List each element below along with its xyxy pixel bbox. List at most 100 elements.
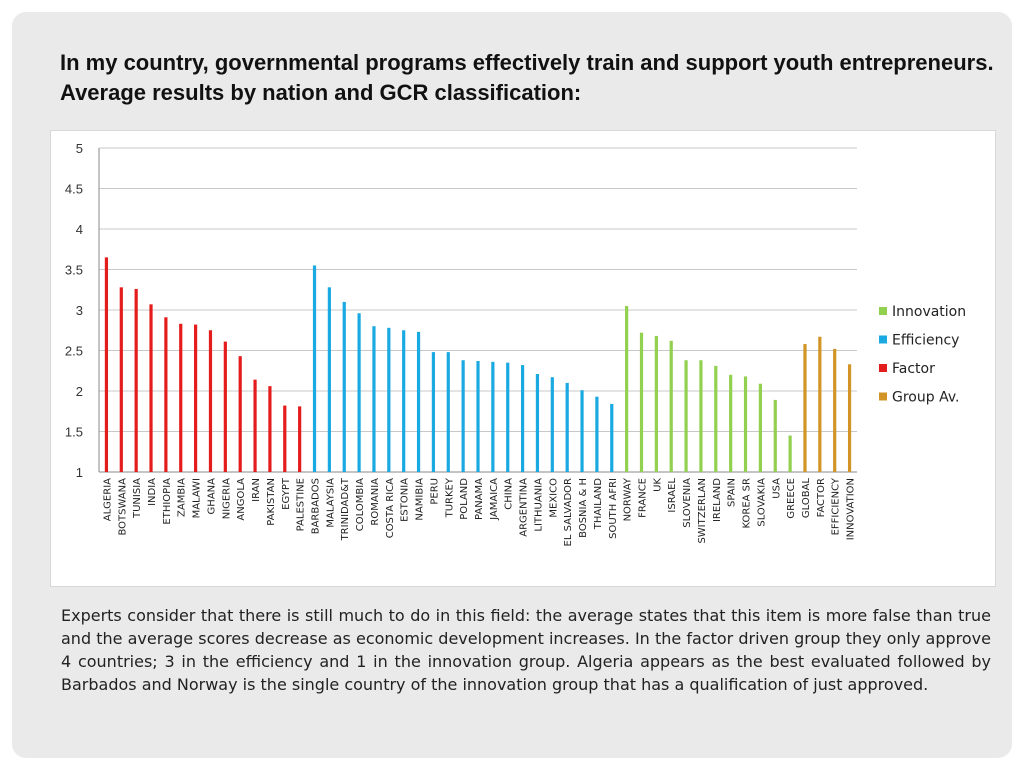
x-tick-label: ETHIOPIA [162, 478, 173, 525]
x-tick-label: UK [652, 478, 663, 492]
bar [327, 287, 331, 472]
bar [402, 330, 406, 472]
bar [610, 403, 614, 472]
bar [714, 365, 718, 472]
bar [788, 435, 792, 472]
y-tick-label: 4 [76, 222, 83, 237]
legend-label: Group Av. [892, 390, 959, 406]
slide-body-text: Experts consider that there is still muc… [61, 606, 991, 694]
x-tick-label: ALGERIA [102, 478, 113, 521]
bar [119, 287, 123, 472]
x-tick-label: THAILAND [593, 478, 604, 531]
y-tick-label: 3 [76, 303, 83, 318]
bar [550, 377, 554, 472]
x-tick-label: EGYPT [281, 477, 292, 510]
legend-label: Innovation [892, 304, 966, 320]
x-tick-label: INDIA [147, 478, 158, 506]
legend-swatch [879, 392, 887, 401]
x-tick-label: PANAMA [474, 478, 485, 520]
bar [283, 405, 287, 472]
bar [758, 383, 762, 472]
x-tick-label: MALAYSIA [325, 478, 336, 528]
bar [149, 304, 153, 472]
legend-swatch [879, 307, 887, 315]
x-tick-label: ANGOLA [236, 478, 247, 521]
legend-swatch [879, 364, 887, 372]
bar [298, 406, 302, 472]
x-tick-label: BOSNIA & H [578, 478, 589, 538]
bar [134, 288, 138, 472]
bar [312, 265, 317, 472]
x-tick-label: NIGERIA [221, 478, 232, 519]
bar [803, 344, 807, 472]
x-tick-label: TURKEY [444, 477, 455, 518]
y-tick-label: 3.5 [65, 263, 83, 278]
bar [164, 317, 168, 472]
bar [223, 341, 227, 472]
bar [253, 379, 257, 472]
bar [491, 361, 495, 472]
legend-swatch [879, 335, 887, 344]
bar [818, 336, 822, 472]
bar [342, 301, 346, 472]
x-tick-label: TUNISIA [132, 478, 143, 519]
x-tick-label: LITHUANIA [533, 478, 544, 532]
x-tick-label: ZAMBIA [177, 478, 188, 517]
slide-title: In my country, governmental programs eff… [60, 50, 994, 105]
bar [461, 360, 465, 472]
bar [357, 313, 361, 472]
x-tick-label: GLOBAL [801, 478, 812, 519]
x-tick-label: BOTSWANA [117, 478, 128, 536]
x-tick-label: SWITZERLAN [697, 478, 708, 544]
x-tick-label: INNOVATION [846, 478, 857, 540]
bar [208, 330, 213, 472]
x-tick-label: USA [771, 478, 782, 499]
x-tick-label: COSTA RICA [385, 478, 396, 538]
bar [639, 332, 644, 472]
x-tick-label: SPAIN [727, 478, 738, 507]
bar [535, 373, 540, 472]
x-tick-label: EL SALVADOR [563, 478, 574, 547]
bar [104, 257, 109, 472]
bar [595, 396, 599, 472]
y-tick-label: 1.5 [65, 425, 83, 440]
x-tick-label: POLAND [459, 478, 470, 520]
x-tick-label: FRANCE [637, 478, 648, 518]
bar [387, 327, 391, 472]
x-tick-label: BARBADOS [311, 478, 322, 534]
bar [194, 324, 198, 472]
chart-svg: 1 1.5 2 2.5 3 3.5 4 4.5 5 ALGERIA BOTSWANA TUNISIA I… [65, 141, 966, 547]
bar [416, 331, 421, 472]
x-tick-label: IRELAND [712, 478, 723, 522]
y-tick-label: 4.5 [65, 182, 83, 197]
y-tick-label: 2 [76, 384, 83, 399]
bar [520, 365, 525, 472]
x-tick-label: IRAN [251, 478, 262, 502]
bar [580, 390, 584, 472]
bar [179, 323, 183, 472]
x-tick-label: ROMANIA [370, 478, 381, 526]
bar [773, 399, 777, 472]
bar [506, 362, 510, 472]
y-tick-label: 1 [76, 465, 83, 480]
x-tick-label: GHANA [206, 478, 217, 515]
x-tick-label: FACTOR [816, 478, 827, 517]
x-tick-label: TRINIDAD&T [340, 477, 351, 541]
y-tick-label: 2.5 [65, 344, 83, 359]
x-tick-label: NAMIBIA [415, 478, 426, 521]
x-tick-label: EFFICIENCY [831, 477, 842, 535]
bar [446, 352, 450, 472]
x-tick-label: SLOVAKIA [756, 478, 767, 527]
bar [743, 376, 748, 472]
bar [476, 361, 480, 472]
x-tick-label: SOUTH AFRI [608, 478, 619, 539]
x-tick-label: CHINA [504, 478, 515, 510]
x-tick-label: ARGENTINA [519, 478, 530, 537]
x-tick-label: MEXICO [548, 478, 559, 518]
y-tick-label: 5 [76, 141, 83, 156]
bar [565, 382, 569, 472]
x-tick-label: PAKISTAN [266, 478, 277, 526]
bar [833, 348, 837, 472]
slide: In my country, governmental programs eff… [12, 12, 1012, 758]
bar [669, 340, 673, 472]
